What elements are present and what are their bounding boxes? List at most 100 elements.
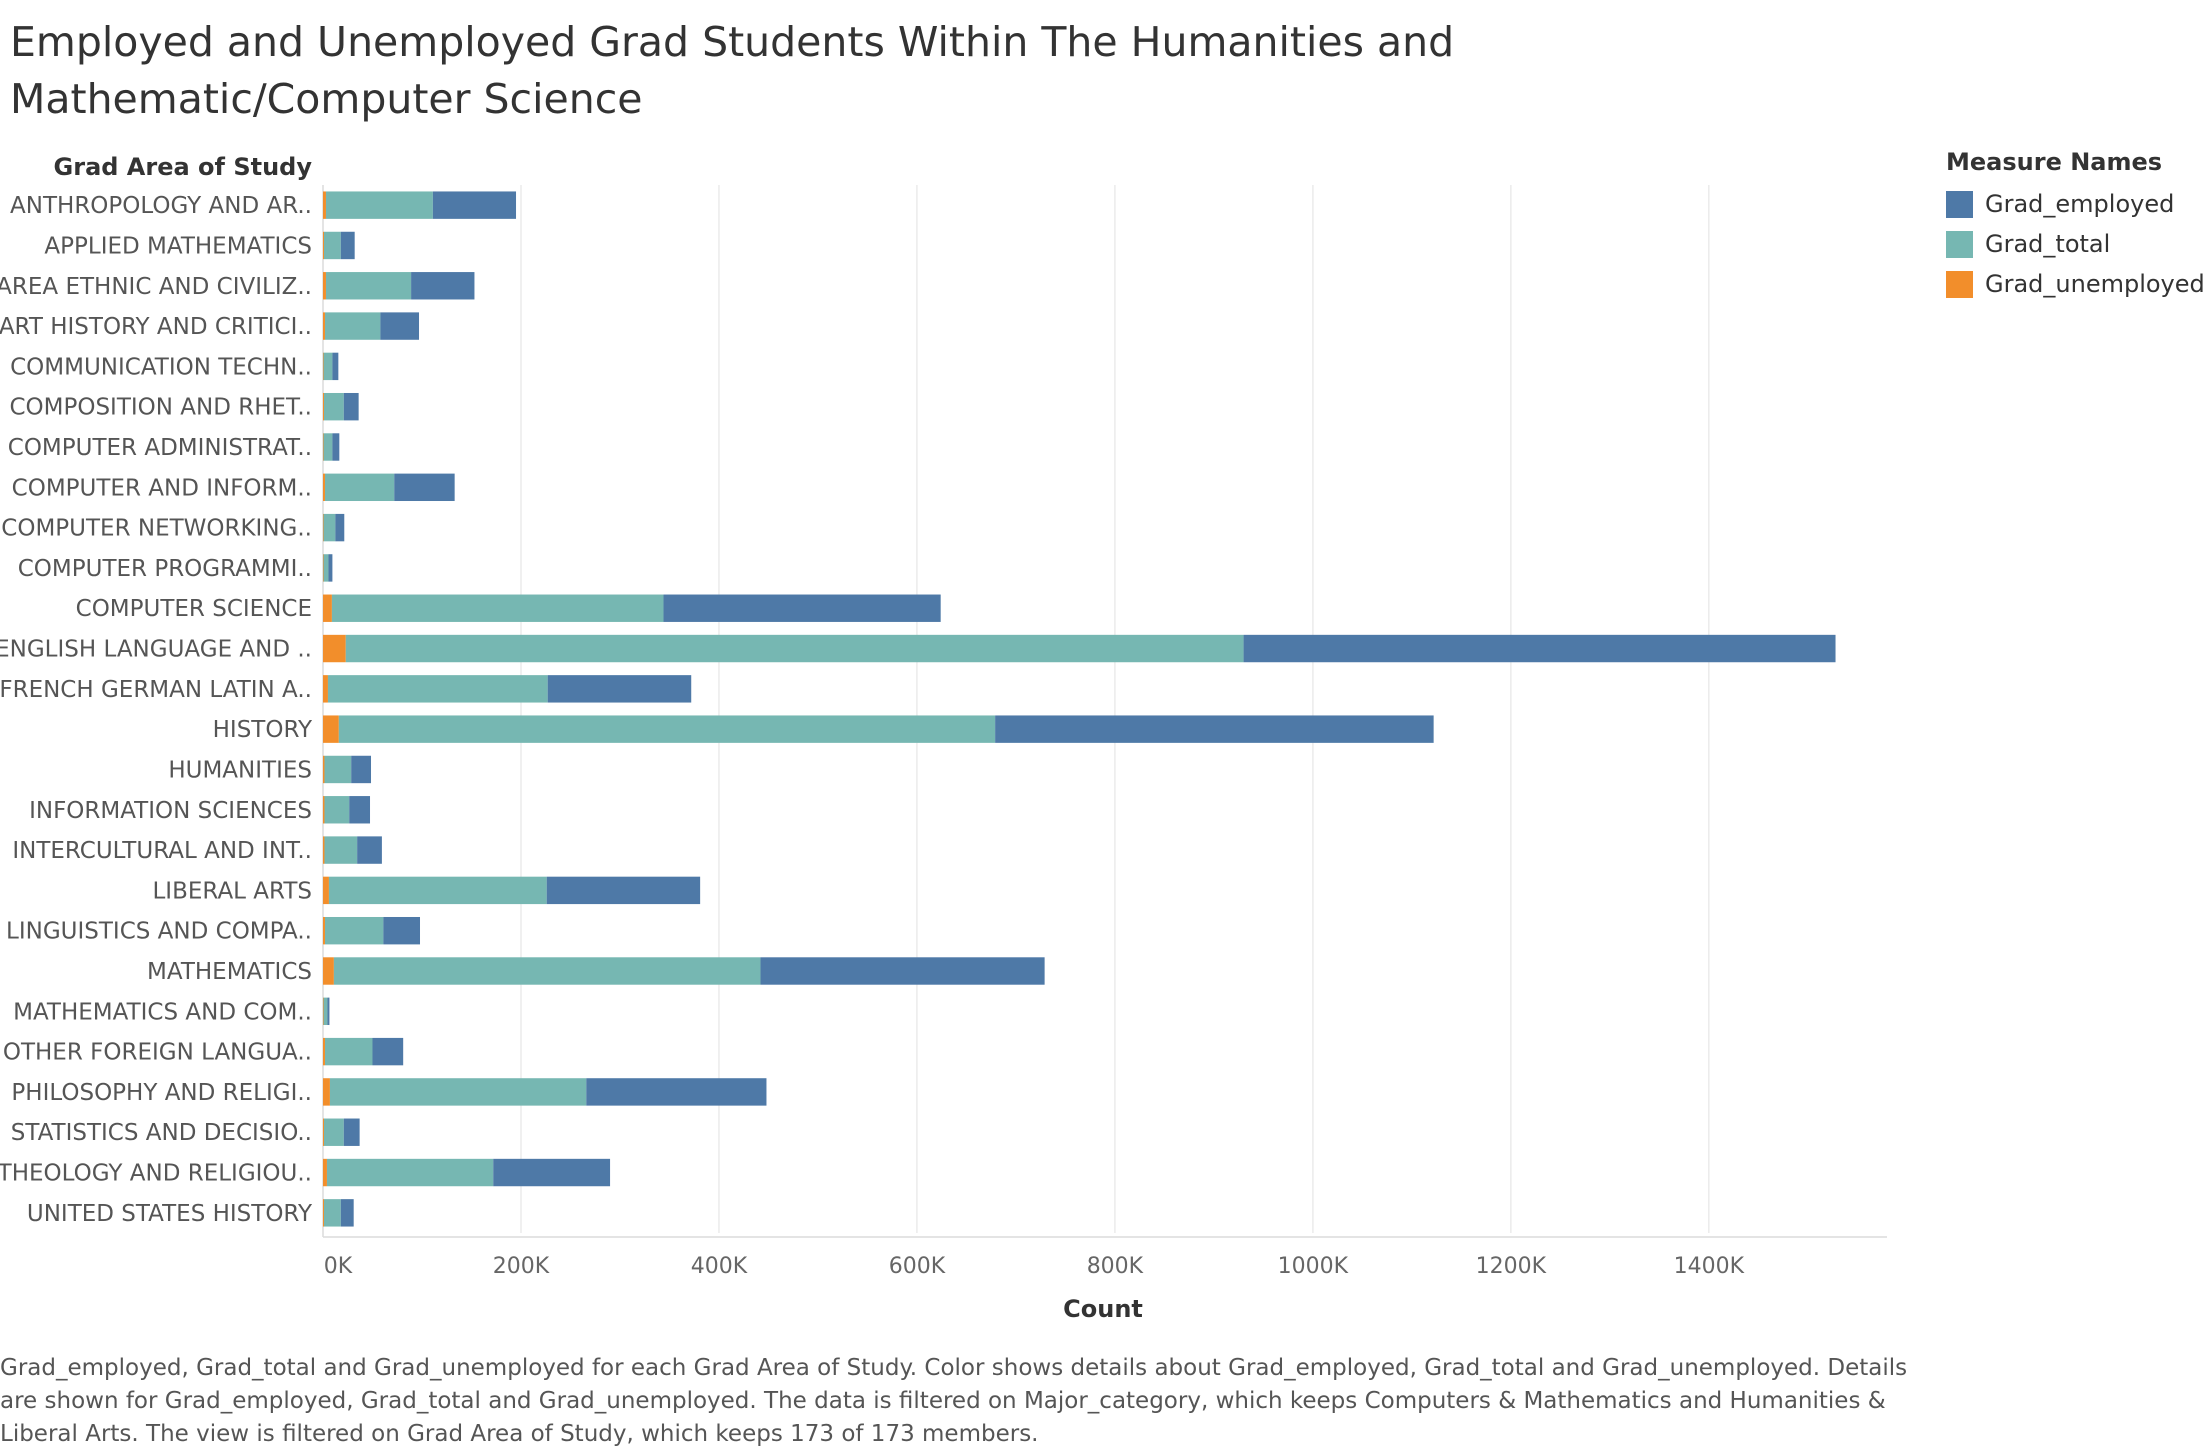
bar-grad-unemployed-united-states-history[interactable]: [323, 1199, 324, 1227]
bar-grad-employed-intercultural-and-int[interactable]: [357, 836, 382, 864]
bar-grad-employed-other-foreign-langua[interactable]: [372, 1037, 404, 1066]
chart-caption: Grad_employed, Grad_total and Grad_unemp…: [0, 1355, 1908, 1447]
bar-grad-total-applied-mathematics[interactable]: [323, 231, 341, 260]
bar-grad-total-theology-and-religiou[interactable]: [326, 1158, 494, 1187]
bar-grad-total-intercultural-and-int[interactable]: [324, 836, 358, 864]
bar-grad-unemployed-theology-and-religiou[interactable]: [323, 1158, 327, 1187]
bar-grad-total-computer-networking[interactable]: [323, 513, 336, 542]
bar-grad-employed-philosophy-and-religi[interactable]: [586, 1078, 767, 1106]
bar-grad-employed-history[interactable]: [995, 715, 1434, 743]
bar-grad-unemployed-applied-mathematics[interactable]: [323, 231, 324, 260]
bar-grad-total-communication-techn[interactable]: [323, 352, 333, 381]
bar-grad-total-information-sciences[interactable]: [324, 796, 350, 824]
bar-grad-total-art-history-and-critici[interactable]: [324, 312, 381, 340]
bar-grad-unemployed-french-german-latin-a[interactable]: [323, 675, 328, 703]
category-label-intercultural-and-int: INTERCULTURAL AND INT..: [12, 838, 312, 864]
bar-grad-total-computer-programmi[interactable]: [323, 554, 329, 582]
bar-grad-employed-united-states-history[interactable]: [340, 1199, 354, 1227]
bar-grad-total-computer-administrat[interactable]: [323, 433, 333, 461]
bar-grad-total-computer-science[interactable]: [331, 594, 664, 622]
bar-grad-unemployed-art-history-and-critici[interactable]: [323, 312, 325, 340]
bar-grad-unemployed-philosophy-and-religi[interactable]: [323, 1078, 330, 1106]
legend-label-grad-employed: Grad_employed: [1985, 190, 2175, 218]
bar-grad-employed-area-ethnic-and-civiliz[interactable]: [411, 272, 475, 300]
bar-grad-employed-communication-techn[interactable]: [332, 352, 339, 381]
bar-grad-total-statistics-and-decisio[interactable]: [323, 1118, 344, 1146]
bar-grad-total-anthropology-and-ar[interactable]: [325, 191, 433, 219]
bar-grad-employed-mathematics-and-com[interactable]: [327, 997, 330, 1026]
legend-item-grad-total[interactable]: Grad_total: [1946, 224, 2205, 264]
bar-grad-employed-composition-and-rhet[interactable]: [343, 392, 359, 421]
category-labels: ANTHROPOLOGY AND AR.. APPLIED MATHEMATICS…: [0, 193, 313, 1227]
bar-grad-total-french-german-latin-a[interactable]: [327, 675, 548, 703]
legend-item-grad-unemployed[interactable]: Grad_unemployed: [1946, 264, 2205, 304]
category-label-statistics-and-decisio: STATISTICS AND DECISIO..: [11, 1120, 312, 1146]
bar-grad-unemployed-computer-programmi[interactable]: [323, 554, 324, 582]
bar-grad-unemployed-linguistics-and-compa[interactable]: [323, 916, 325, 945]
bar-grad-employed-liberal-arts[interactable]: [546, 876, 701, 905]
bar-grad-total-united-states-history[interactable]: [323, 1199, 341, 1227]
bar-grad-total-mathematics[interactable]: [333, 957, 761, 985]
bar-grad-employed-information-sciences[interactable]: [349, 796, 371, 824]
bar-grad-unemployed-mathematics[interactable]: [323, 957, 334, 985]
bar-chart[interactable]: ANTHROPOLOGY AND AR.. APPLIED MATHEMATICS…: [0, 0, 2206, 1345]
bar-grad-employed-humanities[interactable]: [351, 755, 372, 784]
bar-grad-total-philosophy-and-religi[interactable]: [329, 1078, 587, 1106]
bar-grad-employed-computer-networking[interactable]: [335, 513, 345, 542]
bar-grad-employed-french-german-latin-a[interactable]: [547, 675, 692, 703]
bar-grad-unemployed-computer-administrat[interactable]: [323, 433, 324, 461]
bar-grad-unemployed-computer-and-inform[interactable]: [323, 473, 325, 502]
x-tick-label: 800K: [1087, 1254, 1144, 1279]
bar-grad-unemployed-communication-techn[interactable]: [323, 352, 324, 381]
category-label-computer-networking: COMPUTER NETWORKING..: [1, 516, 312, 542]
legend-item-grad-employed[interactable]: Grad_employed: [1946, 184, 2205, 224]
bar-grad-employed-linguistics-and-compa[interactable]: [383, 916, 421, 945]
bar-grad-total-linguistics-and-compa[interactable]: [324, 916, 384, 945]
category-label-english-language-and: ENGLISH LANGUAGE AND ..: [0, 637, 312, 663]
bar-grad-employed-theology-and-religiou[interactable]: [493, 1158, 611, 1187]
bar-grad-employed-computer-science[interactable]: [663, 594, 941, 622]
bar-grad-employed-mathematics[interactable]: [760, 957, 1045, 985]
bar-grad-employed-computer-administrat[interactable]: [332, 433, 340, 461]
bar-grad-unemployed-area-ethnic-and-civiliz[interactable]: [323, 272, 326, 300]
bar-grad-unemployed-history[interactable]: [323, 715, 339, 743]
legend-title: Measure Names: [1946, 148, 2163, 176]
bar-grad-total-area-ethnic-and-civiliz[interactable]: [325, 272, 412, 300]
bar-grad-total-computer-and-inform[interactable]: [324, 473, 395, 502]
bar-grad-employed-statistics-and-decisio[interactable]: [343, 1118, 360, 1146]
bar-grad-unemployed-mathematics-and-com[interactable]: [323, 997, 324, 1026]
bar-grad-total-liberal-arts[interactable]: [328, 876, 547, 905]
x-tick-label: 0K: [324, 1254, 353, 1279]
bar-grad-total-history[interactable]: [338, 715, 996, 743]
category-label-computer-programmi: COMPUTER PROGRAMMI..: [18, 556, 312, 582]
bar-grad-unemployed-humanities[interactable]: [323, 755, 325, 784]
bar-grad-unemployed-computer-networking[interactable]: [323, 513, 324, 542]
category-label-anthropology-and-ar: ANTHROPOLOGY AND AR..: [10, 193, 312, 219]
bar-grad-total-other-foreign-langua[interactable]: [324, 1037, 373, 1066]
bar-grad-total-composition-and-rhet[interactable]: [323, 392, 344, 421]
bar-grad-unemployed-liberal-arts[interactable]: [323, 876, 329, 905]
category-label-computer-science: COMPUTER SCIENCE: [76, 596, 312, 622]
bar-grad-employed-applied-mathematics[interactable]: [340, 231, 355, 260]
bar-grad-employed-computer-and-inform[interactable]: [394, 473, 455, 502]
bar-grad-unemployed-english-language-and[interactable]: [323, 634, 346, 663]
bar-grad-total-humanities[interactable]: [324, 755, 352, 784]
bar-grad-total-english-language-and[interactable]: [345, 634, 1244, 663]
bar-grad-unemployed-computer-science[interactable]: [323, 594, 332, 622]
bar-grad-employed-art-history-and-critici[interactable]: [380, 312, 420, 340]
bar-grad-total-mathematics-and-com[interactable]: [323, 997, 328, 1026]
bar-grad-unemployed-other-foreign-langua[interactable]: [323, 1037, 325, 1066]
category-label-mathematics-and-com: MATHEMATICS AND COM..: [13, 999, 312, 1025]
bar-grad-unemployed-composition-and-rhet[interactable]: [323, 392, 324, 421]
category-label-theology-and-religiou: THEOLOGY AND RELIGIOU..: [0, 1161, 312, 1187]
bar-grad-employed-computer-programmi[interactable]: [328, 554, 333, 582]
x-tick-label: 1400K: [1674, 1254, 1745, 1279]
bar-grad-unemployed-information-sciences[interactable]: [323, 796, 325, 824]
bar-grad-employed-anthropology-and-ar[interactable]: [432, 191, 517, 219]
bar-grad-employed-english-language-and[interactable]: [1243, 634, 1836, 663]
bar-grad-unemployed-intercultural-and-int[interactable]: [323, 836, 325, 864]
legend-swatch-grad-total: [1946, 230, 1973, 258]
bar-grad-unemployed-statistics-and-decisio[interactable]: [323, 1118, 324, 1146]
bar-grad-unemployed-anthropology-and-ar[interactable]: [323, 191, 326, 219]
chart-title: Employed and Unemployed Grad Students Wi…: [10, 18, 1455, 123]
